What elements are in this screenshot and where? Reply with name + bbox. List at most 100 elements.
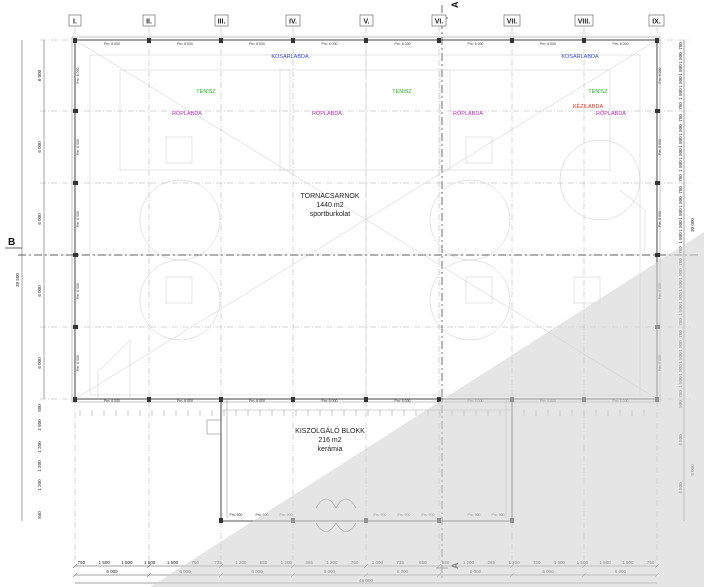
court-markings bbox=[74, 39, 658, 400]
label-tennis-2: TENISZ bbox=[392, 89, 412, 95]
dim-right-total: 30 000 bbox=[690, 218, 695, 232]
court-circle bbox=[559, 139, 641, 221]
dim-right-column: 1 500 bbox=[678, 208, 683, 220]
dim-right-column: 1 500 bbox=[678, 160, 683, 172]
column-bottom bbox=[219, 397, 223, 402]
dim-bottom-chain: 750 bbox=[78, 560, 86, 565]
label-volleyball-4: RÖPLABDA bbox=[596, 110, 626, 117]
window-tag-top: Pm: 6 000 bbox=[249, 42, 265, 46]
dim-bottom-chain: 1 500 bbox=[167, 560, 179, 565]
court-zone bbox=[439, 69, 611, 171]
window-tag-bottom: Pm: 6 000 bbox=[104, 399, 120, 403]
dim-left-service: 840 bbox=[37, 511, 42, 519]
column-left bbox=[73, 181, 78, 185]
column-right bbox=[655, 181, 660, 185]
window-tag-top: Pm: 6 000 bbox=[177, 42, 193, 46]
dim-right-column: 1 500 bbox=[678, 220, 683, 232]
window-tag-top: Pm: 6 000 bbox=[322, 42, 338, 46]
dim-bottom-chain: 1 500 bbox=[121, 560, 133, 565]
column-top bbox=[655, 38, 659, 43]
column-bottom bbox=[291, 397, 295, 402]
column-right bbox=[655, 109, 660, 113]
court-post-box bbox=[573, 276, 601, 304]
axis-label-8: VIII. bbox=[578, 19, 591, 26]
dim-left-segment: 6 000 bbox=[37, 213, 42, 225]
court-outline bbox=[89, 54, 641, 396]
axis-label-6: VI. bbox=[435, 19, 444, 26]
label-basketball-2: KOSÁRLABDA bbox=[561, 53, 599, 60]
dim-left-service: 1 200 bbox=[37, 460, 42, 472]
court-labels: KOSÁRLABDA KOSÁRLABDA TENISZ TENISZ TENI… bbox=[172, 53, 626, 117]
dim-left-service: 1 200 bbox=[37, 441, 42, 453]
court-key-right bbox=[619, 189, 646, 250]
column-service bbox=[219, 518, 223, 523]
column-bottom bbox=[73, 397, 77, 402]
service-name: KISZOLGÁLÓ BLOKK bbox=[295, 426, 365, 435]
shaded-overlay bbox=[150, 232, 704, 587]
window-tag-bottom: Pm: 6 000 bbox=[177, 399, 193, 403]
door-swing bbox=[206, 419, 222, 435]
court-post-box bbox=[165, 276, 193, 304]
column-left bbox=[73, 109, 78, 113]
door-tag: Pm: 900 bbox=[255, 513, 268, 517]
dim-bottom-chain: 1 500 bbox=[144, 560, 156, 565]
axis-label-9: IX. bbox=[652, 19, 661, 26]
court-circle bbox=[139, 259, 221, 341]
column-bottom bbox=[364, 397, 368, 402]
court-circle bbox=[429, 259, 511, 341]
label-tennis-3: TENISZ bbox=[588, 89, 608, 95]
dim-tick bbox=[72, 563, 78, 569]
column-top bbox=[437, 38, 441, 43]
axis-label-4: IV. bbox=[289, 19, 297, 26]
dim-right-column: 1 500 bbox=[678, 148, 683, 160]
service-floor: kerámia bbox=[318, 446, 343, 453]
window-tag-top: Pm: 6 000 bbox=[613, 42, 629, 46]
dim-left-segment: 6 000 bbox=[37, 141, 42, 153]
dim-tick bbox=[146, 563, 152, 569]
axis-label-1: I. bbox=[73, 19, 77, 26]
dim-tick bbox=[146, 572, 152, 578]
window-tag-side: Pm: 6 000 bbox=[76, 139, 80, 155]
dim-left-segment: 6 000 bbox=[37, 357, 42, 369]
court-zone bbox=[119, 69, 291, 171]
dim-left-segment: 6 000 bbox=[37, 69, 42, 81]
axis-label-3: III. bbox=[218, 19, 226, 26]
window-tag-side: Pm: 6 000 bbox=[658, 139, 662, 155]
dim-right-column: 1 500 bbox=[678, 136, 683, 148]
column-top bbox=[147, 38, 151, 43]
dim-left-total: 39 500 bbox=[15, 273, 20, 287]
window-tag-bottom: Pm: 6 000 bbox=[249, 399, 265, 403]
court-post-box bbox=[465, 136, 493, 164]
hall-name: TORNACSARNOK bbox=[301, 193, 360, 200]
hall-floor: sportburkolat bbox=[310, 211, 351, 218]
column-right bbox=[655, 253, 660, 257]
column-bottom bbox=[147, 397, 151, 402]
dim-right-column: 1 500 bbox=[678, 232, 683, 244]
column-top bbox=[219, 38, 223, 43]
window-tag-side: Pm: 6 000 bbox=[658, 67, 662, 83]
label-tennis-1: TENISZ bbox=[196, 89, 216, 95]
label-handball: KÉZILABDA bbox=[573, 103, 604, 110]
column-top bbox=[510, 38, 514, 43]
dim-right-column: 1 500 bbox=[678, 88, 683, 100]
dim-left-segment: 6 000 bbox=[37, 285, 42, 297]
section-b-label: B bbox=[8, 237, 15, 248]
dim-left-service: 2 600 bbox=[37, 419, 42, 431]
dim-tick bbox=[72, 572, 78, 578]
column-left bbox=[73, 253, 78, 257]
window-tag-top: Pm: 6 000 bbox=[104, 42, 120, 46]
dim-right-column: 1 500 bbox=[678, 196, 683, 208]
window-tag-top: Pm: 6 000 bbox=[395, 42, 411, 46]
column-top bbox=[364, 38, 368, 43]
dim-bottom-bay: 6 000 bbox=[106, 569, 118, 574]
label-volleyball-3: RÖPLABDA bbox=[453, 110, 483, 117]
court-post-box bbox=[165, 136, 193, 164]
dim-right-column: 1 500 bbox=[678, 64, 683, 76]
service-area: 216 m2 bbox=[318, 437, 341, 444]
room-labels: TORNACSARNOK 1440 m2 sportburkolat KISZO… bbox=[295, 193, 365, 453]
dim-right-column: 750 bbox=[678, 42, 683, 50]
dim-left-service: 1 200 bbox=[37, 479, 42, 491]
window-tag-side: Pm: 6 000 bbox=[76, 67, 80, 83]
window-tag-bottom: Pm: 6 000 bbox=[322, 399, 338, 403]
